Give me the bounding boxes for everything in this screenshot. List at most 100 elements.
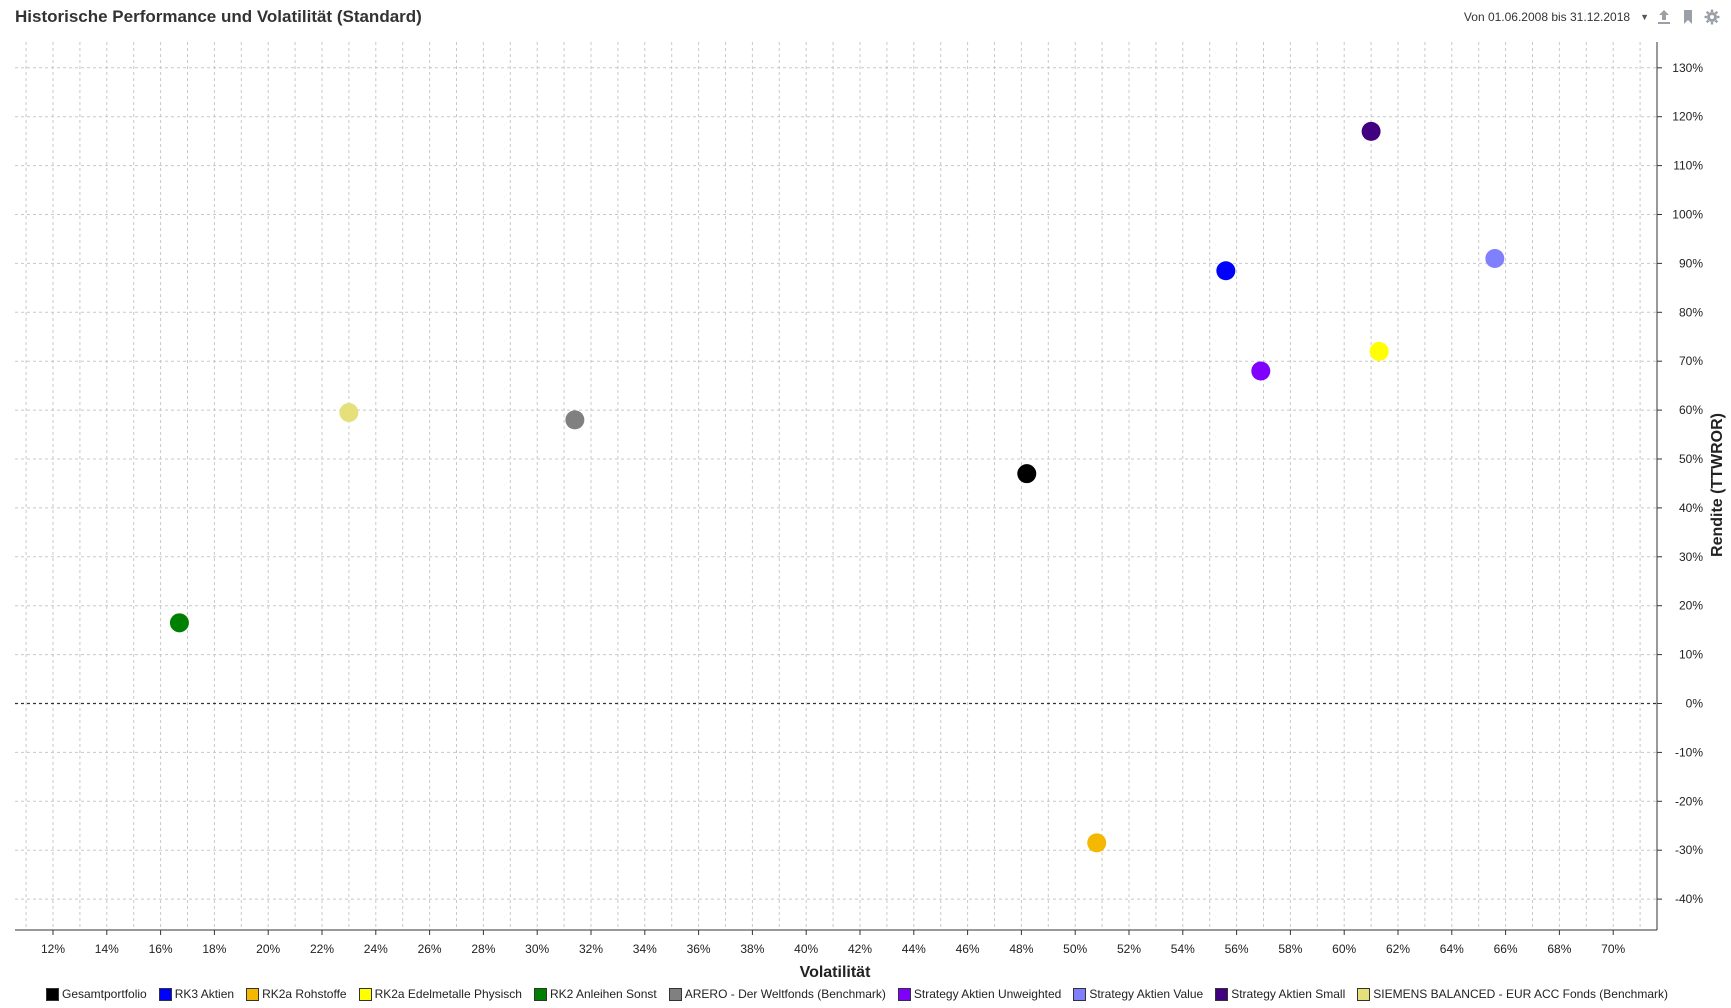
x-tick-label: 12% bbox=[41, 942, 65, 956]
y-tick-label: 0% bbox=[1686, 697, 1704, 711]
legend-item[interactable]: RK2 Anleihen Sonst bbox=[533, 987, 657, 1001]
legend-swatch bbox=[46, 987, 59, 1001]
y-tick-label: 40% bbox=[1679, 501, 1703, 515]
legend-item[interactable]: RK3 Aktien bbox=[158, 987, 234, 1001]
y-tick-label: 130% bbox=[1672, 61, 1703, 75]
data-point[interactable] bbox=[1216, 261, 1236, 281]
legend-item[interactable]: RK2a Rohstoffe bbox=[246, 987, 347, 1001]
chart-title: Historische Performance und Volatilität … bbox=[15, 7, 422, 26]
x-tick-label: 58% bbox=[1278, 942, 1302, 956]
x-tick-label: 34% bbox=[633, 942, 657, 956]
bookmark-icon[interactable] bbox=[1679, 8, 1697, 26]
legend-swatch bbox=[1357, 987, 1371, 1001]
x-tick-label: 26% bbox=[418, 942, 442, 956]
x-tick-label: 24% bbox=[364, 942, 388, 956]
y-tick-label: -20% bbox=[1675, 794, 1703, 808]
x-tick-label: 46% bbox=[956, 942, 980, 956]
x-tick-label: 60% bbox=[1332, 942, 1356, 956]
legend-label: RK2a Rohstoffe bbox=[262, 987, 347, 1001]
x-tick-label: 32% bbox=[579, 942, 603, 956]
x-tick-label: 20% bbox=[256, 942, 280, 956]
x-tick-label: 42% bbox=[848, 942, 872, 956]
legend-item[interactable]: Gesamtportfolio bbox=[46, 987, 147, 1001]
x-tick-label: 40% bbox=[794, 942, 818, 956]
date-range-label: Von 01.06.2008 bis 31.12.2018 bbox=[1463, 10, 1631, 24]
date-range-select[interactable]: Von 01.06.2008 bis 31.12.2018 ▼ bbox=[1464, 10, 1649, 24]
upload-icon[interactable] bbox=[1655, 8, 1673, 26]
data-point[interactable] bbox=[565, 410, 585, 430]
data-point[interactable] bbox=[1369, 341, 1389, 361]
legend-label: ARERO - Der Weltfonds (Benchmark) bbox=[684, 987, 886, 1001]
legend-label: SIEMENS BALANCED - EUR ACC Fonds (Benchm… bbox=[1373, 987, 1668, 1001]
y-tick-label: 120% bbox=[1672, 110, 1703, 124]
legend-item[interactable]: Strategy Aktien Unweighted bbox=[897, 987, 1062, 1001]
legend-swatch bbox=[158, 987, 172, 1001]
data-point[interactable] bbox=[339, 403, 359, 423]
y-tick-label: 90% bbox=[1679, 256, 1703, 270]
grid bbox=[15, 42, 1657, 930]
legend-swatch bbox=[246, 987, 260, 1001]
x-tick-label: 36% bbox=[687, 942, 711, 956]
y-tick-label: 20% bbox=[1679, 599, 1703, 613]
x-tick-label: 18% bbox=[202, 942, 226, 956]
legend-label: Strategy Aktien Small bbox=[1231, 987, 1346, 1001]
chevron-down-icon: ▼ bbox=[1640, 12, 1649, 22]
legend-swatch bbox=[1215, 987, 1229, 1001]
legend-label: RK2 Anleihen Sonst bbox=[549, 987, 657, 1001]
legend-label: Gesamtportfolio bbox=[62, 987, 147, 1001]
gear-icon[interactable] bbox=[1703, 8, 1721, 26]
data-points bbox=[169, 121, 1505, 853]
x-axis-label: Volatilität bbox=[800, 964, 871, 981]
x-tick-label: 22% bbox=[310, 942, 334, 956]
x-tick-label: 66% bbox=[1494, 942, 1518, 956]
data-point[interactable] bbox=[1087, 833, 1107, 853]
y-tick-label: 70% bbox=[1679, 354, 1703, 368]
y-tick-label: -10% bbox=[1675, 745, 1703, 759]
legend-swatch bbox=[358, 987, 372, 1001]
data-point[interactable] bbox=[1251, 361, 1271, 381]
y-tick-label: 10% bbox=[1679, 648, 1703, 662]
legend-swatch bbox=[897, 987, 911, 1001]
legend-item[interactable]: ARERO - Der Weltfonds (Benchmark) bbox=[668, 987, 886, 1001]
data-point[interactable] bbox=[1361, 121, 1381, 141]
x-tick-label: 16% bbox=[149, 942, 173, 956]
x-tick-label: 54% bbox=[1171, 942, 1195, 956]
axes bbox=[15, 42, 1662, 935]
legend-label: Strategy Aktien Unweighted bbox=[913, 987, 1062, 1001]
legend-swatch bbox=[668, 987, 682, 1001]
y-tick-label: 110% bbox=[1673, 159, 1703, 173]
x-tick-label: 50% bbox=[1063, 942, 1087, 956]
legend-item[interactable]: RK2a Edelmetalle Physisch bbox=[358, 987, 522, 1001]
legend-item[interactable]: SIEMENS BALANCED - EUR ACC Fonds (Benchm… bbox=[1357, 987, 1668, 1001]
x-tick-label: 28% bbox=[471, 942, 495, 956]
x-tick-label: 70% bbox=[1601, 942, 1625, 956]
y-tick-label: 100% bbox=[1672, 208, 1703, 222]
data-point[interactable] bbox=[169, 613, 189, 633]
x-tick-label: 56% bbox=[1225, 942, 1249, 956]
legend-label: Strategy Aktien Value bbox=[1089, 987, 1204, 1001]
y-tick-label: 50% bbox=[1679, 452, 1703, 466]
x-tick-label: 44% bbox=[902, 942, 926, 956]
legend-item[interactable]: Strategy Aktien Value bbox=[1073, 987, 1203, 1001]
legend-item[interactable]: Strategy Aktien Small bbox=[1215, 987, 1345, 1001]
chart-legend: Gesamtportfolio RK3 Aktien RK2a Rohstoffe R… bbox=[46, 987, 1668, 1001]
x-tick-label: 64% bbox=[1440, 942, 1464, 956]
data-point[interactable] bbox=[1485, 249, 1505, 269]
y-axis-label: Rendite (TTWROR) bbox=[1709, 413, 1726, 557]
x-tick-label: 62% bbox=[1386, 942, 1410, 956]
y-tick-label: -40% bbox=[1675, 892, 1703, 906]
y-tick-label: 80% bbox=[1679, 305, 1703, 319]
legend-label: RK2a Edelmetalle Physisch bbox=[374, 987, 522, 1001]
y-tick-label: 30% bbox=[1679, 550, 1703, 564]
x-tick-label: 68% bbox=[1547, 942, 1571, 956]
y-tick-label: -30% bbox=[1675, 843, 1703, 857]
x-tick-label: 30% bbox=[525, 942, 549, 956]
tick-labels: 12% 14% 16% 18% 20% 22% 24% 26% 28% 30% 32% 34% 36% 3… bbox=[41, 61, 1703, 956]
chart-toolbar: Von 01.06.2008 bis 31.12.2018 ▼ bbox=[1464, 6, 1721, 28]
y-tick-label: 60% bbox=[1679, 403, 1703, 417]
x-tick-label: 52% bbox=[1117, 942, 1141, 956]
legend-swatch bbox=[533, 987, 547, 1001]
data-point[interactable] bbox=[1017, 464, 1037, 484]
x-tick-label: 14% bbox=[95, 942, 119, 956]
